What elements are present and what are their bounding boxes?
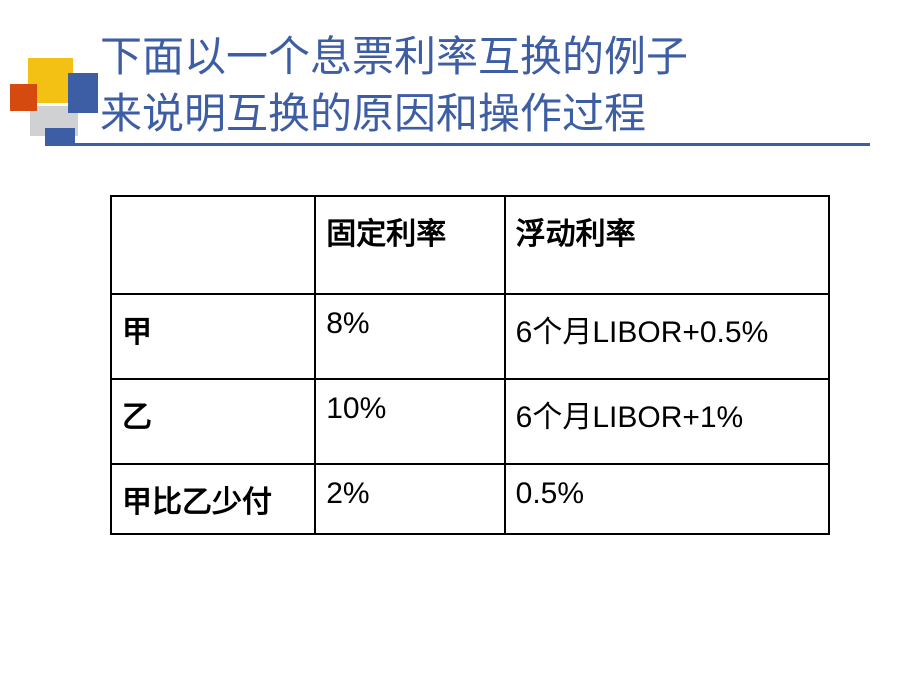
table-row: 甲 8% 6个月LIBOR+0.5% [111, 294, 829, 379]
rates-table: 固定利率 浮动利率 甲 8% 6个月LIBOR+0.5% 乙 10% 6个月LI… [110, 195, 830, 535]
header-floating-rate: 浮动利率 [505, 196, 829, 294]
jia-floating: 6个月LIBOR+0.5% [505, 294, 829, 379]
deco-square-red [10, 84, 37, 111]
row-label-jia: 甲 [111, 294, 315, 379]
diff-fixed: 2% [315, 464, 504, 534]
yi-fixed: 10% [315, 379, 504, 464]
title-line-1: 下面以一个息票利率互换的例子 [100, 35, 688, 81]
deco-square-blue-top [68, 73, 98, 113]
table-row: 乙 10% 6个月LIBOR+1% [111, 379, 829, 464]
row-label-diff: 甲比乙少付 [111, 464, 315, 534]
slide-decoration [10, 58, 98, 146]
jia-fixed: 8% [315, 294, 504, 379]
title-underline [65, 143, 870, 146]
diff-floating: 0.5% [505, 464, 829, 534]
title-line-2: 来说明互换的原因和操作过程 [100, 92, 646, 138]
header-fixed-rate: 固定利率 [315, 196, 504, 294]
rates-table-container: 固定利率 浮动利率 甲 8% 6个月LIBOR+0.5% 乙 10% 6个月LI… [110, 195, 830, 535]
slide-title: 下面以一个息票利率互换的例子 来说明互换的原因和操作过程 [100, 30, 880, 143]
table-header-row: 固定利率 浮动利率 [111, 196, 829, 294]
row-label-yi: 乙 [111, 379, 315, 464]
table-row: 甲比乙少付 2% 0.5% [111, 464, 829, 534]
header-blank [111, 196, 315, 294]
yi-floating: 6个月LIBOR+1% [505, 379, 829, 464]
